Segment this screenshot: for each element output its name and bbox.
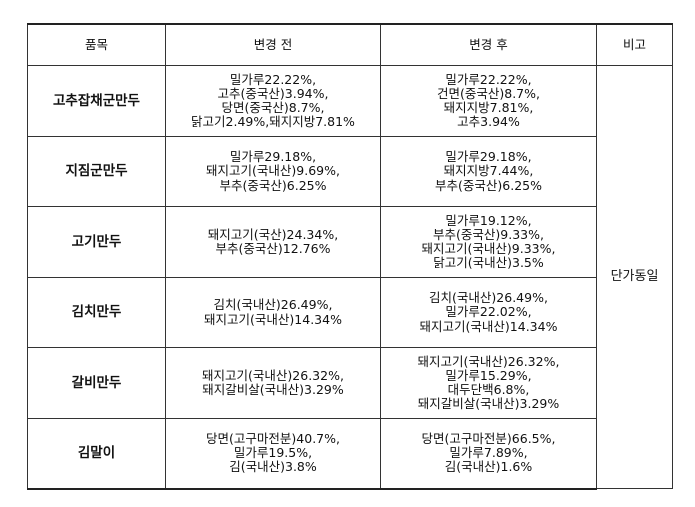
after-line: 고추3.94% (457, 114, 520, 130)
remark-cell: 단가동일 (596, 65, 673, 489)
item-name: 고기만두 (27, 206, 166, 278)
header-remark: 비고 (596, 23, 673, 66)
header-row: 품목 변경 전 변경 후 비고 (27, 23, 673, 66)
before-line: 당면(중국산)8.7%, (221, 100, 325, 115)
before-line: 밀가루19.5%, (233, 445, 313, 461)
before-cell: 돼지고기(국산)24.34%, 부추(중국산)12.76% (165, 206, 381, 278)
before-line: 돼지고기(국산)24.34%, (207, 226, 339, 242)
after-line: 밀가루7.89%, (449, 445, 528, 461)
after-cell: 당면(고구마전분)66.5%, 밀가루7.89%, 김(국내산)1.6% (380, 418, 597, 490)
after-line: 닭고기(국내산)3.5% (433, 255, 544, 271)
after-line: 밀가루19.12%, (445, 212, 532, 228)
after-cell: 김치(국내산)26.49%, 밀가루22.02%, 돼지고기(국내산)14.34… (380, 277, 597, 348)
header-before: 변경 전 (165, 23, 381, 66)
before-line: 부추(중국산)6.25% (219, 177, 327, 193)
after-cell: 돼지고기(국내산)26.32%, 밀가루15.29%, 대두단백6.8%, 돼지… (380, 347, 597, 419)
after-cell: 밀가루19.12%, 부추(중국산)9.33%, 돼지고기(국내산)9.33%,… (380, 206, 597, 278)
before-line: 닭고기2.49%,돼지지방7.81% (191, 114, 355, 130)
after-line: 김(국내산)1.6% (444, 459, 533, 475)
before-line: 돼지갈비살(국내산)3.29% (202, 382, 344, 397)
after-line: 돼지지방7.44%, (443, 163, 534, 179)
item-name: 갈비만두 (27, 347, 166, 419)
ingredient-change-table: 품목 변경 전 변경 후 비고 고추잡채군만두 밀가루22.22%, 고추(중국… (27, 23, 673, 490)
before-cell: 밀가루22.22%, 고추(중국산)3.94%, 당면(중국산)8.7%, 닭고… (165, 65, 381, 137)
after-line: 건면(중국산)8.7%, (437, 85, 540, 101)
after-line: 돼지지방7.81%, (443, 100, 534, 115)
header-item: 품목 (27, 23, 166, 66)
after-cell: 밀가루22.22%, 건면(중국산)8.7%, 돼지지방7.81%, 고추3.9… (380, 65, 597, 137)
after-line: 돼지고기(국내산)14.34% (419, 318, 558, 334)
before-line: 돼지고기(국내산)14.34% (204, 311, 342, 327)
item-name: 고추잡채군만두 (27, 65, 166, 137)
item-name: 김말이 (27, 418, 166, 490)
after-cell: 밀가루29.18%, 돼지지방7.44%, 부추(중국산)6.25% (380, 136, 597, 207)
after-line: 부추(중국산)6.25% (435, 177, 542, 193)
table-row: 김치만두 김치(국내산)26.49%, 돼지고기(국내산)14.34% 김치(국… (27, 277, 673, 348)
before-line: 김치(국내산)26.49%, (213, 297, 333, 313)
after-line: 돼지고기(국내산)9.33%, (421, 241, 556, 256)
before-line: 밀가루29.18%, (229, 149, 317, 165)
after-line: 밀가루22.02%, (445, 304, 532, 320)
after-line: 돼지갈비살(국내산)3.29% (417, 396, 560, 412)
table-row: 지짐군만두 밀가루29.18%, 돼지고기(국내산)9.69%, 부추(중국산)… (27, 136, 673, 207)
table-row: 고추잡채군만두 밀가루22.22%, 고추(중국산)3.94%, 당면(중국산)… (27, 65, 673, 489)
before-line: 당면(고구마전분)40.7%, (206, 430, 340, 446)
after-line: 밀가루15.29%, (445, 367, 532, 383)
before-cell: 돼지고기(국내산)26.32%, 돼지갈비살(국내산)3.29% (165, 347, 381, 419)
after-line: 당면(고구마전분)66.5%, (421, 430, 556, 446)
before-line: 돼지고기(국내산)26.32%, (202, 367, 344, 383)
after-line: 돼지고기(국내산)26.32%, (417, 353, 560, 369)
table-row: 김말이 당면(고구마전분)40.7%, 밀가루19.5%, 김(국내산)3.8%… (27, 418, 673, 490)
before-line: 부추(중국산)12.76% (215, 241, 331, 256)
table-row: 고기만두 돼지고기(국산)24.34%, 부추(중국산)12.76% 밀가루19… (27, 206, 673, 278)
before-line: 밀가루22.22%, (229, 71, 317, 87)
after-line: 밀가루29.18%, (445, 149, 532, 165)
after-line: 밀가루22.22%, (445, 71, 532, 87)
before-cell: 밀가루29.18%, 돼지고기(국내산)9.69%, 부추(중국산)6.25% (165, 136, 381, 207)
table-row: 갈비만두 돼지고기(국내산)26.32%, 돼지갈비살(국내산)3.29% 돼지… (27, 347, 673, 419)
before-line: 돼지고기(국내산)9.69%, (206, 163, 340, 179)
before-cell: 김치(국내산)26.49%, 돼지고기(국내산)14.34% (165, 277, 381, 348)
before-cell: 당면(고구마전분)40.7%, 밀가루19.5%, 김(국내산)3.8% (165, 418, 381, 490)
header-after: 변경 후 (380, 23, 597, 66)
after-line: 대두단백6.8%, (447, 382, 530, 397)
after-line: 부추(중국산)9.33%, (433, 226, 544, 242)
before-line: 김(국내산)3.8% (229, 459, 317, 475)
after-line: 김치(국내산)26.49%, (429, 290, 548, 306)
before-line: 고추(중국산)3.94%, (217, 85, 329, 101)
item-name: 지짐군만두 (27, 136, 166, 207)
item-name: 김치만두 (27, 277, 166, 348)
